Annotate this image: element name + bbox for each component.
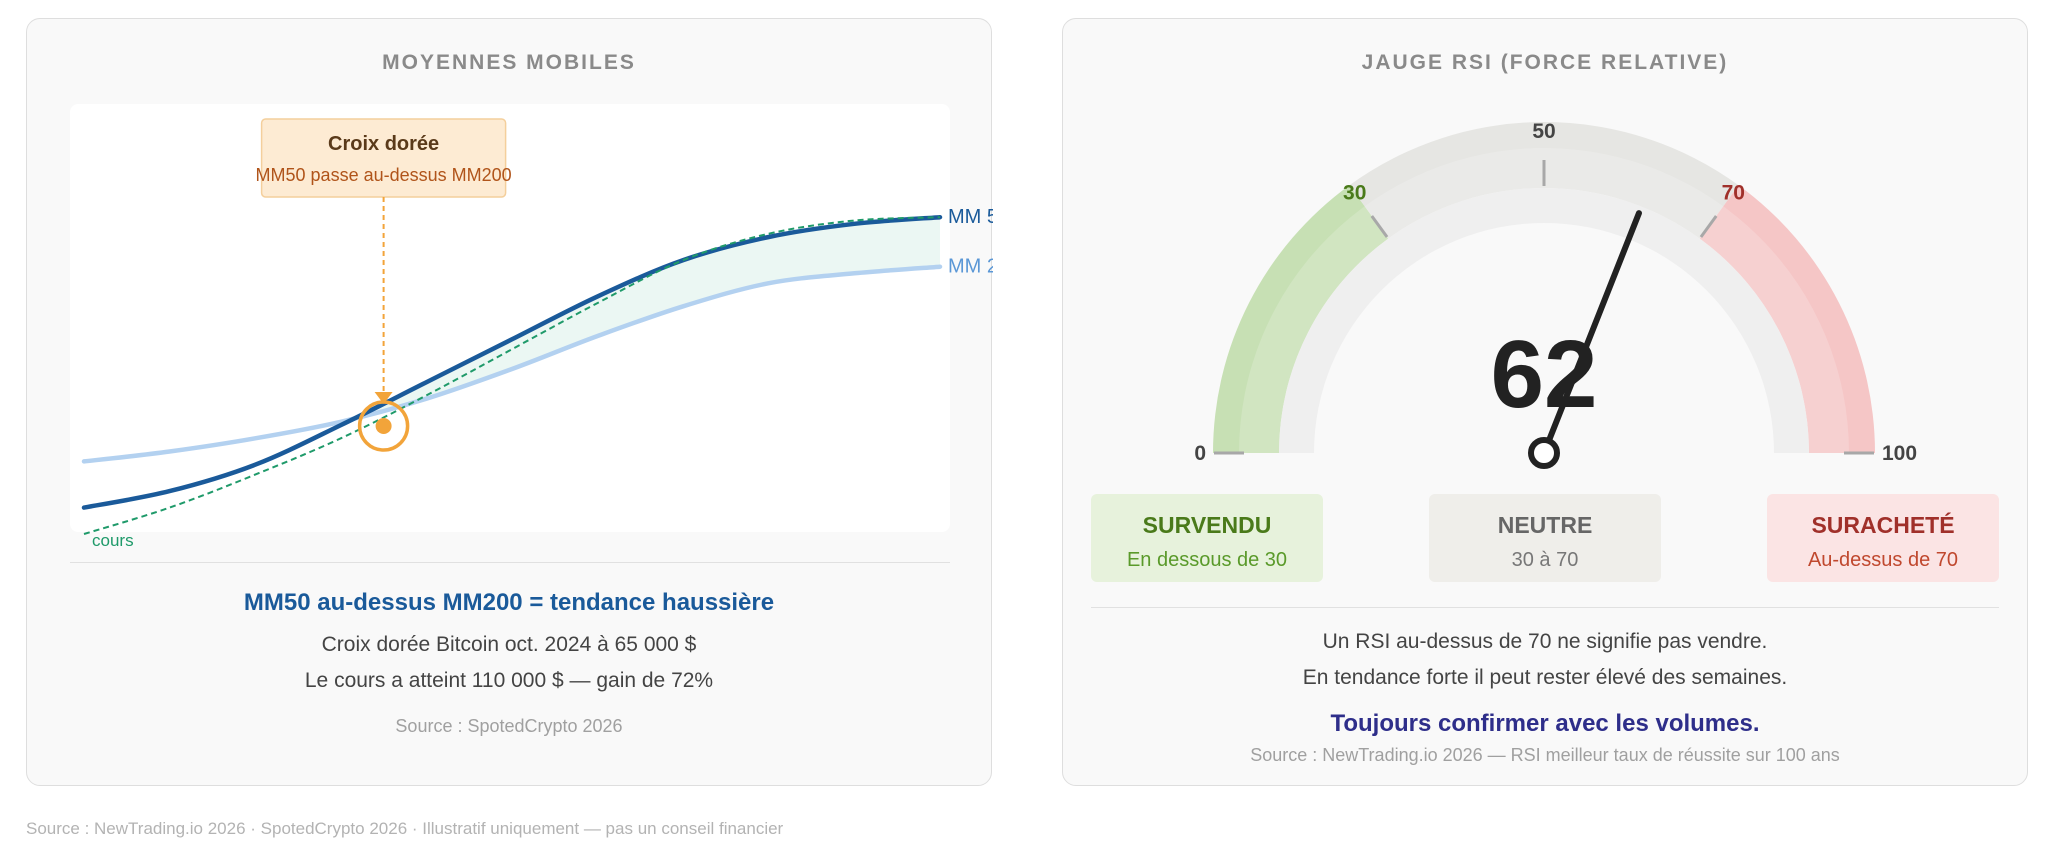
rsi-line-2: En tendance forte il peut rester élevé d… xyxy=(1302,666,1788,689)
moving-averages-title: MOYENNES MOBILES xyxy=(382,51,636,74)
zone-overbought-label: SURACHETÉ xyxy=(1811,512,1955,538)
gauge-tick-label-50: 50 xyxy=(1532,120,1555,143)
rsi-source: Source : NewTrading.io 2026 — RSI meille… xyxy=(1250,745,1840,765)
ma-line-2: Le cours a atteint 110 000 $ — gain de 7… xyxy=(304,669,714,692)
ma-divider xyxy=(70,562,950,563)
golden-cross-point xyxy=(375,418,392,434)
zone-neutral-desc: 30 à 70 xyxy=(1511,549,1579,571)
gauge-tick-label-70: 70 xyxy=(1722,181,1745,204)
moving-averages-chart-area xyxy=(70,104,950,532)
gauge-tick-70 xyxy=(1699,215,1718,238)
ma50-line xyxy=(81,214,943,510)
gauge-inner-shade xyxy=(1239,148,1849,453)
golden-cross-subtitle: MM50 passe au-dessus MM200 xyxy=(256,165,512,185)
ma50-label: MM 50j xyxy=(948,206,993,228)
rsi-gauge: 0 30 50 70 100 62 xyxy=(1194,120,1917,469)
gauge-needle xyxy=(1541,210,1642,456)
page-footer: Source : NewTrading.io 2026 · SpotedCryp… xyxy=(26,819,784,838)
gauge-tick-label-0: 0 xyxy=(1194,442,1206,465)
zone-neutral-label: NEUTRE xyxy=(1497,512,1593,538)
moving-averages-panel: MOYENNES MOBILES MM 50j MM 200j cours Croix… xyxy=(26,18,993,786)
rsi-line-1: Un RSI au-dessus de 70 ne signifie pas v… xyxy=(1322,630,1768,653)
zone-overbought-desc: Au-dessus de 70 xyxy=(1807,549,1959,571)
golden-cross-callout xyxy=(260,118,507,198)
zone-overbought: SURACHETÉ Au-dessus de 70 xyxy=(1767,494,1999,582)
rsi-emphasis: Toujours confirmer avec les volumes. xyxy=(1330,710,1760,737)
rsi-title: JAUGE RSI (FORCE RELATIVE) xyxy=(1361,51,1729,74)
gauge-tick-label-30: 30 xyxy=(1343,181,1366,204)
zone-oversold-label: SURVENDU xyxy=(1142,512,1272,538)
rsi-divider xyxy=(1091,607,1999,608)
ma200-line xyxy=(81,264,943,464)
golden-cross-title: Croix dorée xyxy=(328,133,439,155)
ma-headline: MM50 au-dessus MM200 = tendance haussièr… xyxy=(243,589,775,616)
gauge-zone-overbought xyxy=(1699,185,1875,453)
ma-line-1: Croix dorée Bitcoin oct. 2024 à 65 000 $ xyxy=(321,633,697,656)
zone-oversold-desc: En dessous de 30 xyxy=(1126,549,1288,571)
gauge-needle-hub xyxy=(1528,437,1560,469)
gauge-inner-track xyxy=(1279,188,1809,453)
golden-cross-ring xyxy=(357,400,410,452)
price-label: cours xyxy=(92,531,134,550)
rsi-panel: 0 30 50 70 100 62 JAUGE RSI (FORCE RELATIVE) … xyxy=(1062,18,2028,786)
ma200-label: MM 200j xyxy=(948,256,993,278)
golden-cross-arrow xyxy=(374,392,393,404)
ma-trend-band xyxy=(340,217,940,426)
moving-averages-chart: MM 50j MM 200j cours Croix dorée MM50 passe … xyxy=(81,118,993,550)
price-line xyxy=(83,216,941,535)
zone-oversold: SURVENDU En dessous de 30 xyxy=(1091,494,1323,582)
ma-source: Source : SpotedCrypto 2026 xyxy=(395,716,623,736)
rsi-value: 62 xyxy=(1491,321,1598,428)
gauge-tick-label-100: 100 xyxy=(1882,442,1917,465)
gauge-zone-oversold xyxy=(1213,185,1389,453)
zone-neutral: NEUTRE 30 à 70 xyxy=(1429,494,1661,582)
gauge-tick-30 xyxy=(1370,215,1389,238)
